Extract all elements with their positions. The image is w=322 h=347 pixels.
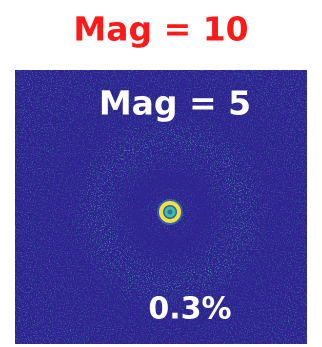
spot-core [168, 210, 173, 215]
image-panel: Mag = 5 0.3% [15, 70, 307, 344]
panel-label: Mag = 5 [99, 84, 251, 123]
panel-annotation: 0.3% [148, 292, 231, 327]
figure: Mag = 10 Mag = 5 0.3% [0, 0, 322, 347]
page: Mag = 10 Mag = 5 0.3% (() => { const dat… [0, 0, 322, 347]
title: Mag = 10 [73, 10, 248, 49]
